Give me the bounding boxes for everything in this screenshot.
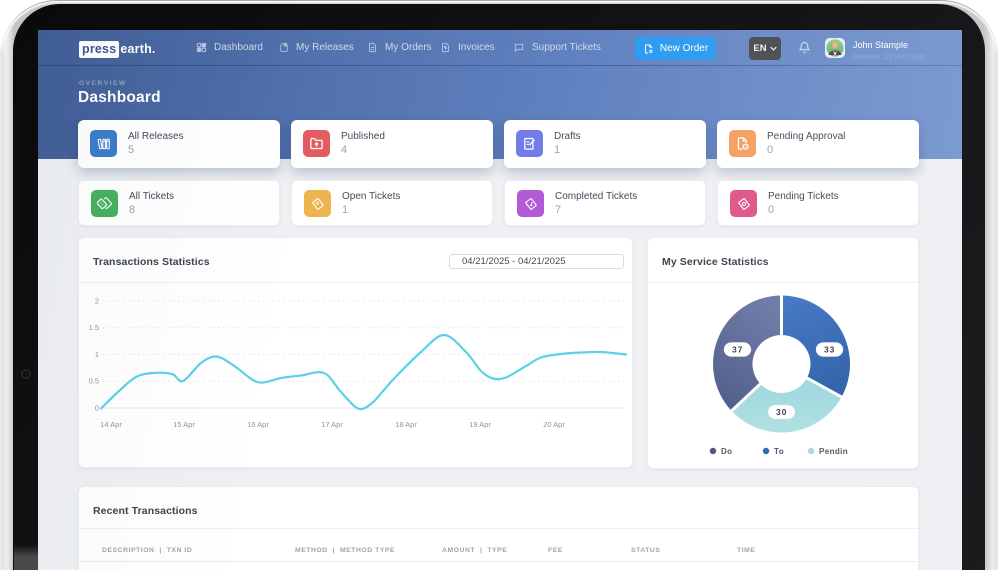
svg-text:0.5: 0.5 xyxy=(89,377,99,386)
svg-text:2: 2 xyxy=(95,297,99,306)
svg-text:19 Apr: 19 Apr xyxy=(469,420,491,429)
svg-text:37: 37 xyxy=(732,345,743,355)
svg-text:17 Apr: 17 Apr xyxy=(321,420,343,429)
svg-text:20 Apr: 20 Apr xyxy=(543,420,565,429)
svg-text:To: To xyxy=(774,447,784,456)
svg-text:14 Apr: 14 Apr xyxy=(100,420,122,429)
svg-text:Do: Do xyxy=(721,447,732,456)
svg-text:15 Apr: 15 Apr xyxy=(173,420,195,429)
svg-text:1: 1 xyxy=(95,350,99,359)
svg-text:1.5: 1.5 xyxy=(89,323,99,332)
svg-text:18 Apr: 18 Apr xyxy=(395,420,417,429)
svg-text:0: 0 xyxy=(95,404,99,413)
svg-text:33: 33 xyxy=(824,345,835,355)
svg-text:30: 30 xyxy=(776,407,787,417)
svg-text:Pendin: Pendin xyxy=(819,447,848,456)
svg-text:16 Apr: 16 Apr xyxy=(247,420,269,429)
